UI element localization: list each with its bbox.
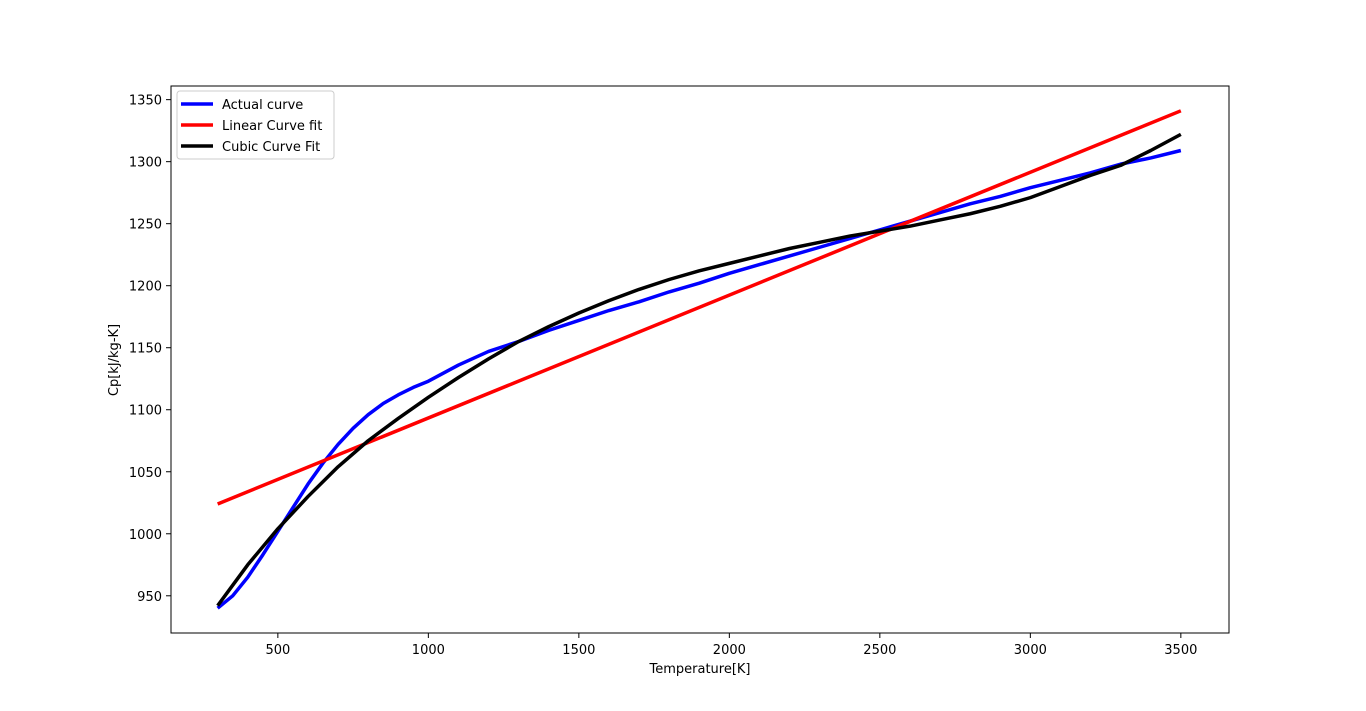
series-line-actual-curve <box>216 148 1182 610</box>
y-tick-label: 1300 <box>129 156 162 171</box>
y-tick-label: 1350 <box>129 94 162 109</box>
plot-lines <box>216 109 1182 610</box>
legend-label-cubic-curve-fit: Cubic Curve Fit <box>222 140 320 155</box>
y-tick-label: 1100 <box>129 404 162 419</box>
plot-frame <box>170 85 1230 634</box>
x-axis: 500 1000 1500 2000 2500 3000 3500 <box>265 633 1197 658</box>
x-tick-label: 1500 <box>562 643 595 658</box>
x-tick-label: 3000 <box>1014 643 1047 658</box>
y-axis-label: Cp[kJ/kg-K] <box>107 324 122 396</box>
y-axis: 950 1000 1050 1100 1150 1200 1250 1300 1350 <box>129 94 171 605</box>
x-axis-label: Temperature[K] <box>648 662 750 677</box>
y-tick-label: 1200 <box>129 280 162 295</box>
legend-label-linear-curve-fit: Linear Curve fit <box>222 119 322 134</box>
y-tick-label: 950 <box>137 590 162 605</box>
legend-label-actual-curve: Actual curve <box>222 98 303 113</box>
legend: Actual curve Linear Curve fit Cubic Curve … <box>176 90 335 160</box>
series-line-linear-curve-fit <box>216 109 1182 506</box>
x-tick-label: 500 <box>265 643 290 658</box>
x-tick-label: 1000 <box>412 643 445 658</box>
x-tick-label: 2000 <box>713 643 746 658</box>
legend-box <box>176 90 335 160</box>
y-tick-label: 1050 <box>129 466 162 481</box>
y-tick-label: 1250 <box>129 218 162 233</box>
y-tick-label: 1000 <box>129 528 162 543</box>
x-tick-label: 2500 <box>863 643 896 658</box>
series-line-cubic-curve-fit <box>216 132 1182 607</box>
x-tick-label: 3500 <box>1164 643 1197 658</box>
y-tick-label: 1150 <box>129 342 162 357</box>
